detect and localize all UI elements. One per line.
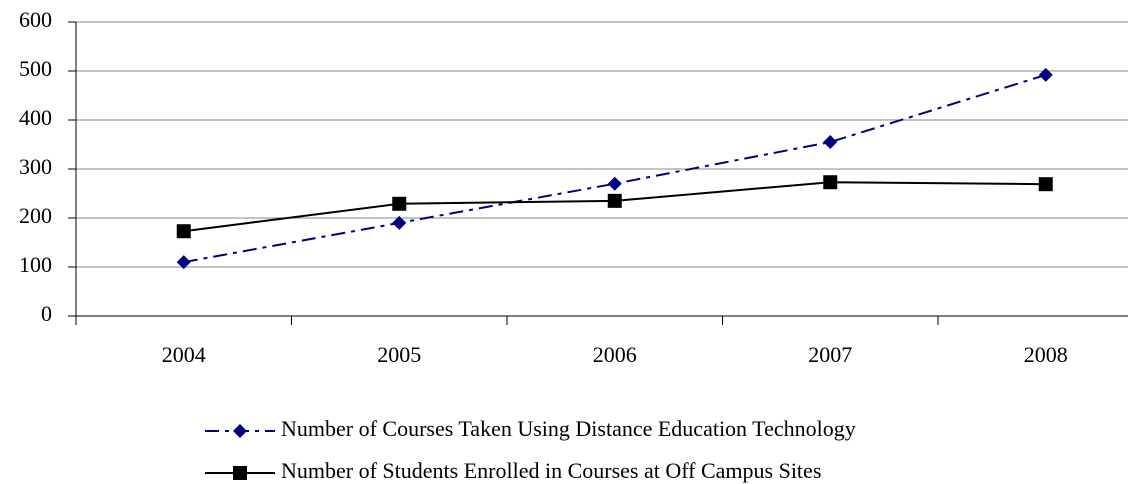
marker	[1038, 177, 1053, 192]
y-tick-label: 0	[41, 301, 52, 326]
marker	[823, 135, 838, 150]
y-tick-label: 200	[19, 203, 52, 228]
x-tick-label: 2006	[593, 342, 637, 367]
legend-label: Number of Students Enrolled in Courses a…	[281, 458, 821, 483]
marker	[823, 175, 838, 190]
y-tick-label: 500	[19, 56, 52, 81]
x-tick-label: 2007	[808, 342, 852, 367]
legend-label: Number of Courses Taken Using Distance E…	[281, 416, 856, 441]
marker	[607, 176, 622, 191]
marker	[392, 196, 407, 211]
marker	[176, 224, 191, 239]
y-tick-label: 400	[19, 105, 52, 130]
x-tick-label: 2004	[162, 342, 206, 367]
marker	[607, 193, 622, 208]
marker	[1038, 67, 1053, 82]
series-line	[183, 73, 1047, 264]
marker	[233, 424, 247, 438]
marker	[176, 255, 191, 270]
marker	[392, 215, 407, 230]
x-tick-label: 2008	[1024, 342, 1068, 367]
x-tick-label: 2005	[377, 342, 421, 367]
y-tick-label: 600	[19, 7, 52, 32]
y-tick-label: 100	[19, 252, 52, 277]
y-tick-label: 300	[19, 154, 52, 179]
marker	[233, 466, 247, 480]
